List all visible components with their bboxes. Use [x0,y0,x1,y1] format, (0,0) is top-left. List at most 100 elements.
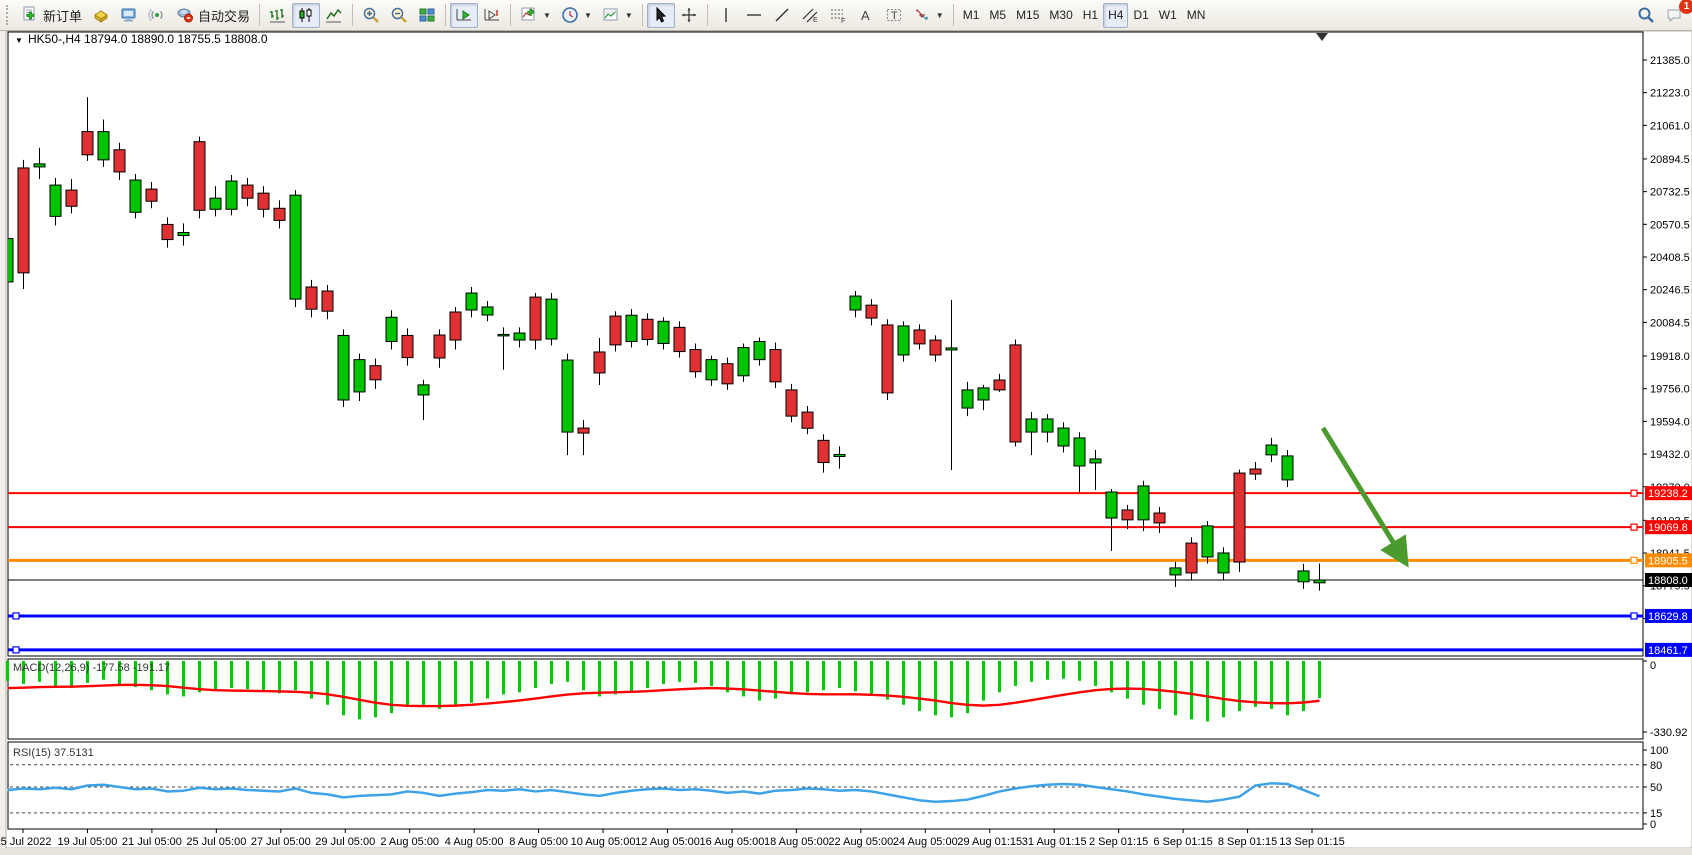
candle-body [1009,344,1022,443]
templates-button[interactable]: ▼ [597,3,638,28]
separator [352,4,354,26]
candle-body [897,325,910,356]
rsi-pane [7,741,1644,830]
chart-shift-marker[interactable] [1316,33,1328,41]
equidistant-channel-button[interactable]: E [796,3,824,28]
macd-signal-line [7,683,1320,708]
candle-body [17,167,30,274]
chat-button[interactable]: 1 [1660,0,1692,28]
candle-body [145,188,158,202]
timeframe-mn[interactable]: MN [1182,3,1211,28]
horizontal-line-button[interactable] [740,3,768,28]
candle-body [209,197,222,210]
price-tag-label: 18808.0 [1648,575,1688,587]
timeframe-m30[interactable]: M30 [1044,3,1077,28]
candle-body [465,292,478,311]
search-icon [1638,7,1654,23]
time-tick-label: 8 Aug 05:00 [509,836,568,848]
chart-area[interactable]: 21385.0 21223.0 21061.0 20894.5 20732.5 20570… [0,30,1692,855]
svg-text:E: E [813,17,818,24]
candle-body [337,334,350,401]
svg-text:F: F [841,18,845,24]
candle-body [449,311,462,341]
candlestick-icon [299,8,312,22]
trendline-button[interactable] [768,3,796,28]
timeframe-m1[interactable]: M1 [958,3,985,28]
candle-body [321,290,334,312]
search-button[interactable] [1632,3,1660,28]
candle-body [769,349,782,383]
periods-button[interactable]: ▼ [556,3,597,28]
cursor-button[interactable] [646,2,675,28]
line-anchor[interactable] [1630,523,1638,531]
candle-body [545,298,558,340]
timeframe-m15[interactable]: M15 [1011,3,1044,28]
candle-body [833,453,846,457]
indicators-icon [521,7,535,21]
candle-body [1121,509,1134,521]
separator [445,4,447,26]
auto-scroll-icon [456,9,472,21]
vertical-line-button[interactable] [712,3,740,28]
chevron-down-icon: ▼ [583,10,592,20]
candle-body [561,359,574,433]
timeframe-d1[interactable]: D1 [1128,3,1153,28]
candlestick-chart-button[interactable] [292,2,321,28]
candle-body [1265,444,1278,456]
chart-shift-button[interactable] [478,3,506,28]
candle-body [689,349,702,373]
tile-windows-button[interactable] [413,3,441,28]
symbol-dropdown-icon[interactable]: ▼ [15,36,23,45]
market-watch-button[interactable] [115,3,143,28]
time-axis: 15 Jul 2022 19 Jul 05:00 21 Jul 05:00 25 Ju… [0,829,1692,855]
svg-text:T: T [891,10,898,22]
candle-body [113,149,126,173]
autotrading-button[interactable]: 自动交易 [171,3,255,28]
text-button[interactable]: A [852,3,880,28]
line-chart-button[interactable] [320,3,348,28]
toolbar-grip [6,5,12,25]
line-anchor[interactable] [1630,489,1638,497]
indicators-button[interactable]: ▼ [515,3,556,28]
line-anchor[interactable] [12,612,20,620]
price-tick-label: 19432.0 [1650,449,1690,461]
time-tick-label: 29 Aug 01:15 [957,836,1022,848]
zoom-out-button[interactable] [385,3,413,28]
timeframe-w1[interactable]: W1 [1154,3,1182,28]
candle-body [849,295,862,311]
line-anchor[interactable] [1630,612,1638,620]
candle-body [497,333,510,337]
line-anchor[interactable] [1630,556,1638,564]
candle-body [129,179,142,213]
arrows-button[interactable]: ▼ [908,3,949,28]
trend-arrow[interactable] [1320,426,1409,568]
price-tick-label: 19918.0 [1650,351,1690,363]
new-order-button[interactable]: 新订单 [16,3,87,28]
candle-body [161,223,174,241]
timeframe-m5[interactable]: M5 [984,3,1011,28]
separator [706,4,708,26]
price-tick-label: 20408.5 [1650,252,1690,264]
candle-body [721,363,734,385]
price-tag [1645,520,1692,535]
deposit-button[interactable] [87,3,115,28]
line-anchor[interactable] [12,646,20,654]
fibonacci-button[interactable]: F [824,3,852,28]
horizontal-lines [8,492,1643,652]
candle-body [177,231,190,237]
auto-scroll-button[interactable] [450,2,479,28]
candle-body [289,194,302,300]
crosshair-button[interactable] [675,3,703,28]
price-tick-label: 20894.5 [1650,154,1690,166]
zoom-in-button[interactable] [357,3,385,28]
candle-body [305,286,318,310]
text-label-button[interactable]: T [880,3,908,28]
bar-chart-button[interactable] [264,3,292,28]
candle-body [753,340,766,361]
time-tick-label: 13 Sep 01:15 [1279,836,1344,848]
price-tick-label: 20246.5 [1650,285,1690,297]
time-tick-label: 15 Jul 2022 [0,836,51,848]
timeframe-h4[interactable]: H4 [1103,2,1129,28]
signals-button[interactable] [143,3,171,28]
timeframe-h1[interactable]: H1 [1078,3,1103,28]
